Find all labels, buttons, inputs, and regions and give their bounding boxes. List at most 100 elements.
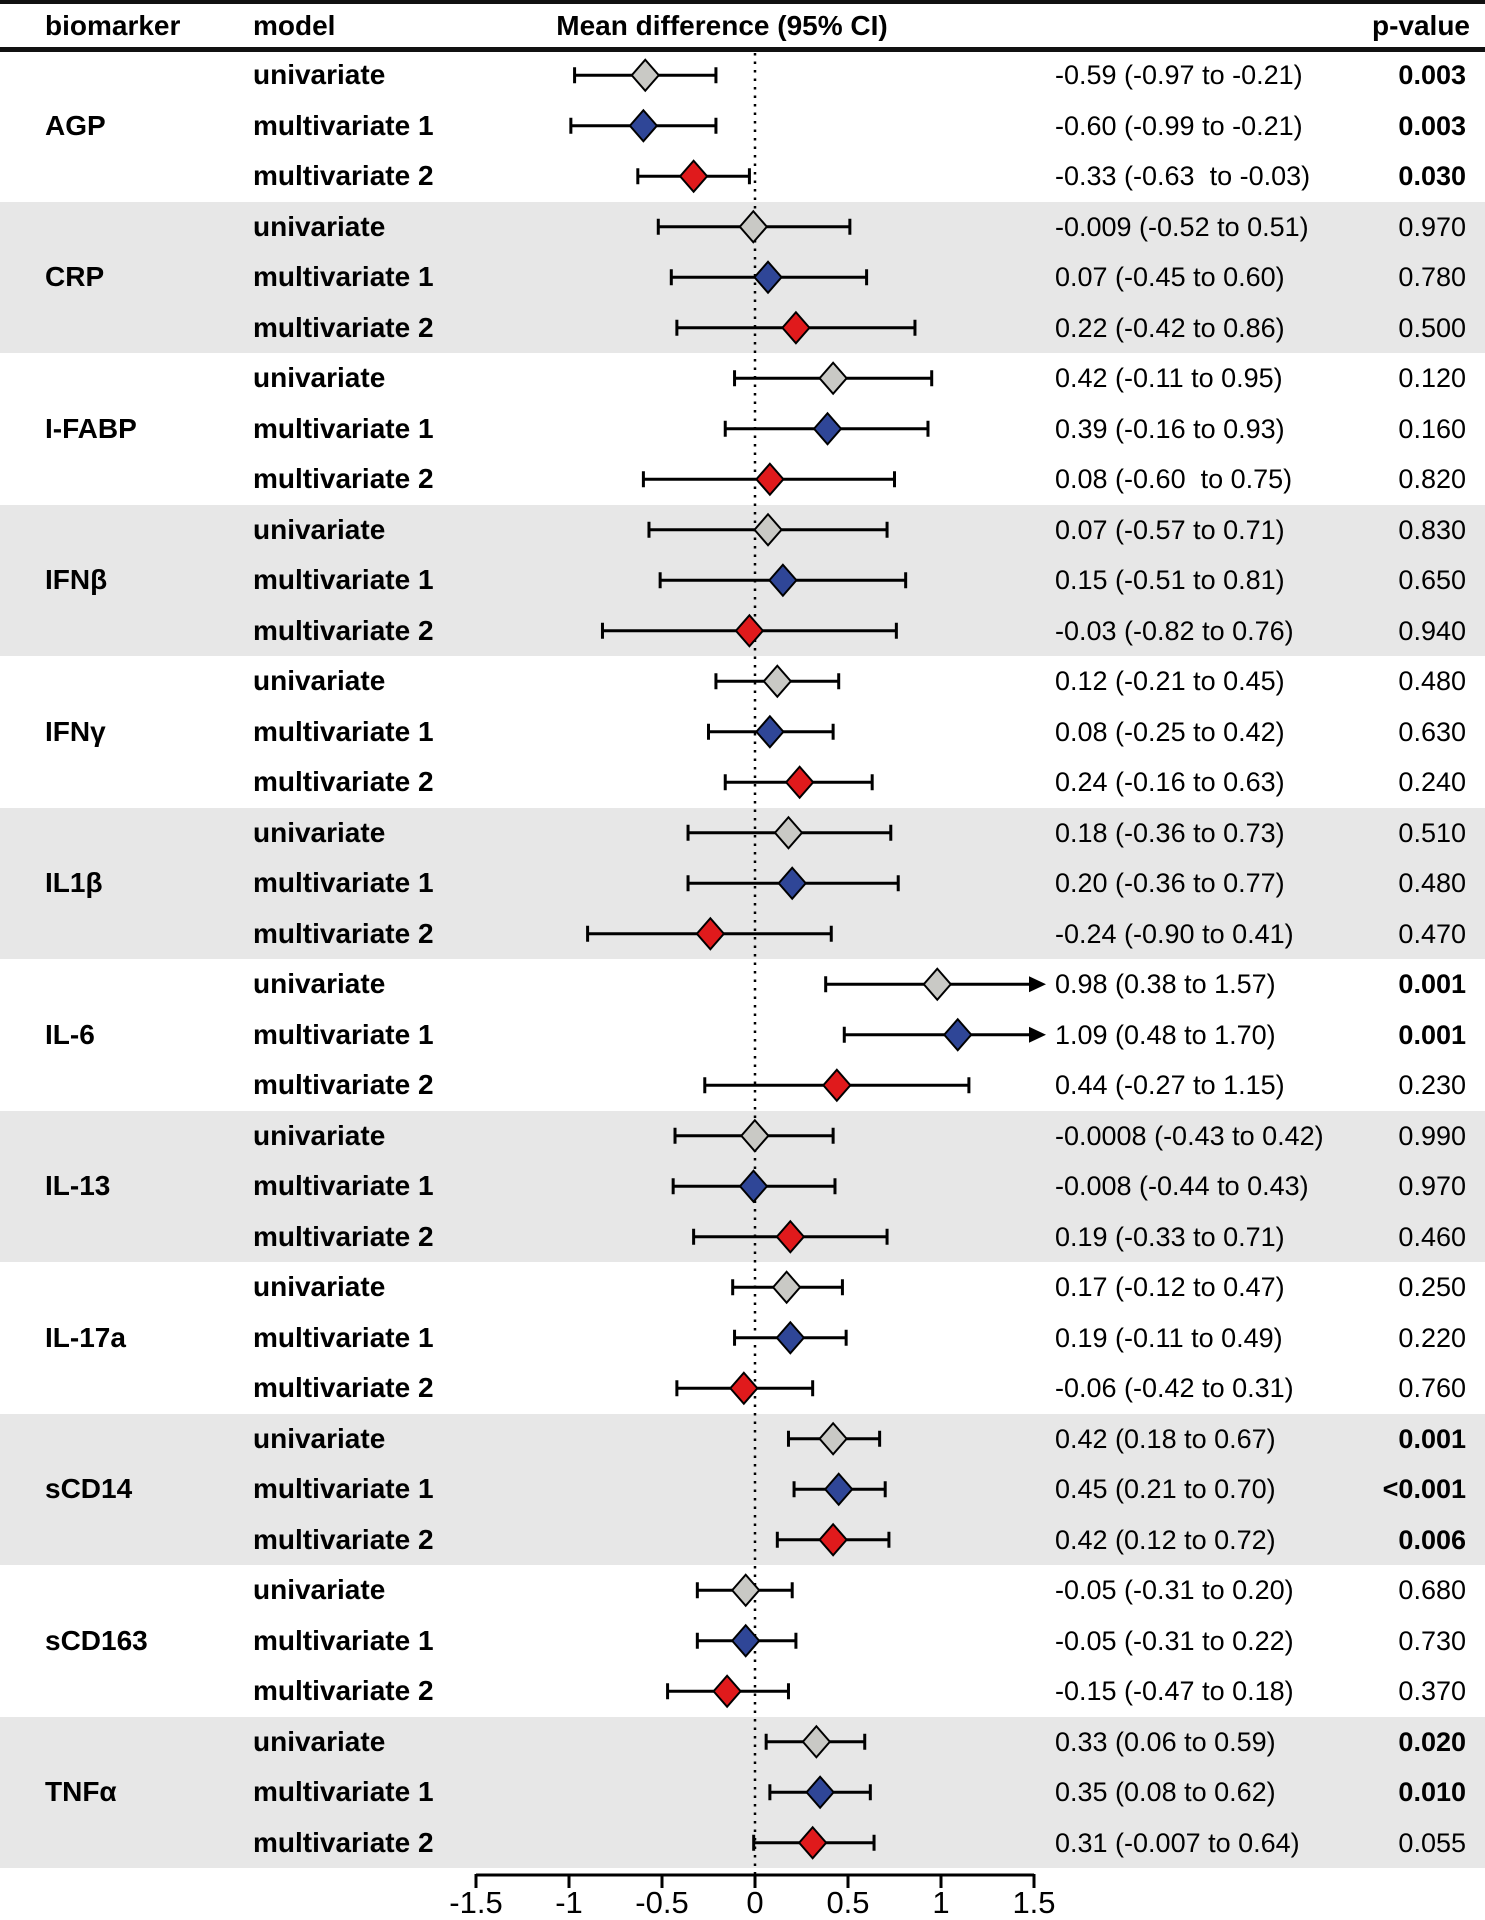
figure-top-border <box>0 0 1485 4</box>
biomarker-group: IL-17a <box>0 1262 1485 1414</box>
x-axis-tick-label: -1.5 <box>449 1885 502 1920</box>
model-label: multivariate 2 <box>253 160 434 191</box>
p-value: 0.970 <box>1398 1171 1466 1201</box>
model-label: multivariate 2 <box>253 1069 434 1100</box>
model-label: univariate <box>253 362 386 393</box>
estimate-text: 0.42 (0.12 to 0.72) <box>1055 1524 1276 1555</box>
p-value: 0.120 <box>1398 363 1466 393</box>
x-axis-tick-label: -0.5 <box>635 1885 688 1920</box>
biomarker-group: sCD14 <box>0 1413 1485 1565</box>
p-value: 0.220 <box>1398 1322 1466 1353</box>
model-label: univariate <box>253 513 386 545</box>
estimate-text: 1.09 (0.48 to 1.70) <box>1055 1019 1276 1050</box>
p-value: 0.630 <box>1398 716 1466 747</box>
model-label: multivariate 2 <box>253 917 434 949</box>
x-axis-tick-label: 0 <box>746 1885 763 1920</box>
p-value: 0.730 <box>1398 1625 1466 1656</box>
model-label: multivariate 2 <box>253 1372 434 1403</box>
biomarker-label: sCD163 <box>45 1624 148 1656</box>
p-value: 0.460 <box>1398 1221 1466 1252</box>
x-axis-tick-label: 1.5 <box>1012 1885 1055 1920</box>
estimate-text: 0.07 (-0.57 to 0.71) <box>1055 514 1285 545</box>
biomarker-label: AGP <box>45 109 106 141</box>
p-value: 0.500 <box>1398 312 1466 343</box>
estimate-text: 0.42 (0.18 to 0.67) <box>1055 1423 1276 1454</box>
p-value: 0.020 <box>1398 1726 1466 1757</box>
estimate-text: 0.12 (-0.21 to 0.45) <box>1055 666 1285 696</box>
biomarker-label: I-FABP <box>45 412 137 444</box>
estimate-text: -0.05 (-0.31 to 0.20) <box>1055 1575 1294 1605</box>
p-value: 0.370 <box>1398 1676 1466 1706</box>
model-label: multivariate 2 <box>253 1675 434 1706</box>
model-label: multivariate 2 <box>253 1523 434 1555</box>
estimate-text: 0.17 (-0.12 to 0.47) <box>1055 1272 1285 1302</box>
estimate-text: 0.19 (-0.33 to 0.71) <box>1055 1221 1285 1252</box>
p-value: 0.470 <box>1398 918 1466 949</box>
header-separator-line <box>0 47 1485 52</box>
p-value: 0.780 <box>1398 262 1466 292</box>
biomarker-group: I-FABP <box>0 353 1485 505</box>
biomarker-label: TNFα <box>45 1776 117 1808</box>
biomarker-label: IL-6 <box>45 1018 95 1050</box>
biomarker-group: IL-6 <box>0 959 1485 1111</box>
estimate-text: 0.98 (0.38 to 1.57) <box>1055 969 1276 999</box>
column-header-model: model <box>253 10 336 41</box>
x-axis-tick-label: -1 <box>555 1885 583 1920</box>
estimate-text: 0.31 (-0.007 to 0.64) <box>1055 1827 1300 1858</box>
biomarker-label: sCD14 <box>45 1473 133 1505</box>
model-label: multivariate 1 <box>253 1776 434 1807</box>
p-value: 0.480 <box>1398 666 1466 696</box>
model-label: univariate <box>253 210 386 242</box>
estimate-text: 0.42 (-0.11 to 0.95) <box>1055 363 1283 393</box>
model-label: multivariate 1 <box>253 1624 434 1656</box>
p-value: 0.970 <box>1398 211 1466 242</box>
column-header-p-value: p-value <box>1371 10 1470 41</box>
p-value: 0.001 <box>1398 969 1466 999</box>
model-label: multivariate 2 <box>253 1220 434 1252</box>
estimate-text: 0.15 (-0.51 to 0.81) <box>1055 565 1285 595</box>
model-label: multivariate 2 <box>253 463 434 494</box>
x-axis-tick-label: 1 <box>932 1885 949 1920</box>
model-label: univariate <box>253 1271 386 1302</box>
p-value: 0.030 <box>1398 161 1466 191</box>
biomarker-label: IL-17a <box>45 1321 126 1353</box>
p-value: 0.003 <box>1398 60 1466 90</box>
p-value: 0.680 <box>1398 1575 1466 1605</box>
column-header-mean-difference: Mean difference (95% CI) <box>556 10 888 41</box>
estimate-text: -0.0008 (-0.43 to 0.42) <box>1055 1120 1324 1151</box>
estimate-text: 0.22 (-0.42 to 0.86) <box>1055 312 1285 343</box>
estimate-text: -0.009 (-0.52 to 0.51) <box>1055 211 1309 242</box>
column-header-biomarker: biomarker <box>45 10 181 41</box>
estimate-text: 0.44 (-0.27 to 1.15) <box>1055 1070 1285 1100</box>
p-value: 0.650 <box>1398 565 1466 595</box>
p-value: 0.230 <box>1398 1070 1466 1100</box>
p-value: 0.990 <box>1398 1120 1466 1151</box>
estimate-text: 0.19 (-0.11 to 0.49) <box>1055 1322 1283 1353</box>
estimate-text: -0.33 (-0.63 to -0.03) <box>1055 161 1311 191</box>
model-label: univariate <box>253 1422 386 1454</box>
biomarker-group: sCD163 <box>0 1565 1485 1717</box>
estimate-text: 0.35 (0.08 to 0.62) <box>1055 1777 1276 1807</box>
model-label: univariate <box>253 1119 386 1151</box>
model-label: multivariate 1 <box>253 1170 434 1201</box>
estimate-text: 0.07 (-0.45 to 0.60) <box>1055 262 1285 292</box>
p-value: 0.250 <box>1398 1272 1466 1302</box>
p-value: 0.055 <box>1398 1827 1466 1858</box>
model-label: multivariate 1 <box>253 715 434 747</box>
estimate-text: -0.15 (-0.47 to 0.18) <box>1055 1676 1294 1706</box>
p-value: 0.820 <box>1398 464 1466 494</box>
model-label: multivariate 1 <box>253 1018 434 1050</box>
model-label: univariate <box>253 816 386 848</box>
model-label: multivariate 2 <box>253 766 434 797</box>
p-value: 0.010 <box>1398 1777 1466 1807</box>
p-value: 0.160 <box>1398 413 1466 444</box>
p-value: 0.510 <box>1398 817 1466 848</box>
biomarker-label: IFNβ <box>45 564 108 596</box>
p-value: 0.006 <box>1398 1524 1466 1555</box>
estimate-text: -0.60 (-0.99 to -0.21) <box>1055 110 1303 141</box>
model-label: univariate <box>253 968 386 999</box>
model-label: multivariate 1 <box>253 412 434 444</box>
p-value: 0.003 <box>1398 110 1466 141</box>
biomarker-group: IFNγ <box>0 656 1485 808</box>
